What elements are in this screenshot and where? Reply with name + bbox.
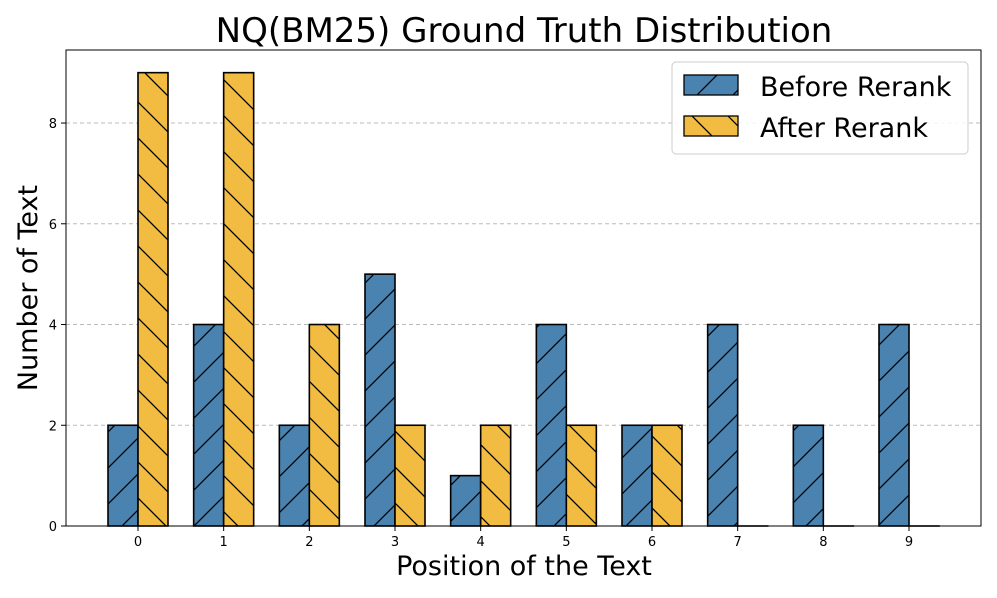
x-tick-label: 3 bbox=[391, 535, 399, 550]
legend: Before Rerank After Rerank bbox=[671, 61, 969, 155]
bar-before-3 bbox=[364, 273, 396, 527]
plot-frame bbox=[65, 49, 982, 527]
y-tick-label: 0 bbox=[49, 520, 57, 535]
bar-before-9 bbox=[878, 323, 910, 527]
x-tick-label: 0 bbox=[134, 535, 142, 550]
x-tick-label: 5 bbox=[562, 535, 570, 550]
y-tick-label: 8 bbox=[49, 117, 57, 132]
x-axis-label: Position of the Text bbox=[396, 551, 652, 582]
bar-after-0 bbox=[137, 71, 169, 527]
legend-label-after: After Rerank bbox=[760, 113, 928, 144]
grid-lines bbox=[66, 122, 981, 426]
bars bbox=[107, 71, 940, 527]
bar-before-0 bbox=[107, 424, 139, 527]
bar-after-6 bbox=[651, 424, 683, 527]
x-tick-label: 2 bbox=[305, 535, 313, 550]
y-tick-label: 4 bbox=[49, 319, 57, 334]
legend-label-before: Before Rerank bbox=[760, 72, 952, 103]
y-tick-label: 2 bbox=[49, 419, 57, 434]
x-tick-label: 1 bbox=[220, 535, 228, 550]
bar-before-2 bbox=[278, 424, 311, 527]
bar-after-5 bbox=[565, 424, 598, 527]
x-axis-ticks: 0 1 2 3 4 5 6 7 8 9 bbox=[134, 526, 913, 550]
bar-before-5 bbox=[535, 323, 568, 527]
chart-title: NQ(BM25) Ground Truth Distribution bbox=[216, 11, 833, 51]
x-tick-label: 8 bbox=[819, 535, 827, 550]
y-tick-label: 6 bbox=[49, 218, 57, 233]
x-tick-label: 4 bbox=[477, 535, 485, 550]
x-tick-label: 9 bbox=[905, 535, 913, 550]
y-axis-label: Number of Text bbox=[13, 185, 44, 391]
y-axis-ticks: 0 2 4 6 8 bbox=[49, 117, 66, 535]
bar-before-7 bbox=[706, 323, 739, 527]
bar-before-4 bbox=[449, 474, 482, 527]
x-tick-label: 7 bbox=[734, 535, 742, 550]
x-tick-label: 6 bbox=[648, 535, 656, 550]
bar-after-4 bbox=[479, 424, 512, 527]
bar-after-3 bbox=[394, 424, 426, 527]
legend-swatch-after bbox=[683, 115, 739, 137]
bar-after-1 bbox=[222, 71, 255, 527]
bar-before-1 bbox=[192, 323, 225, 527]
bar-after-2 bbox=[308, 323, 341, 527]
bar-before-6 bbox=[621, 424, 653, 527]
bar-before-8 bbox=[792, 424, 825, 527]
legend-box bbox=[671, 61, 969, 155]
legend-swatch-before bbox=[683, 74, 739, 96]
